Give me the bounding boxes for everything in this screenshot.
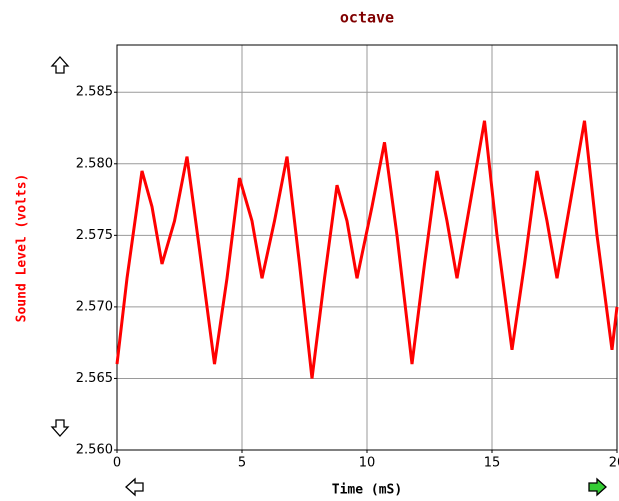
y-tick-label: 2.560 [76, 443, 113, 458]
y-tick-label: 2.570 [76, 299, 113, 314]
scroll-left-arrow[interactable] [125, 477, 144, 497]
x-tick-label: 10 [359, 456, 376, 471]
y-tick-label: 2.565 [76, 371, 113, 386]
x-tick-label: 15 [484, 456, 501, 471]
x-axis-label: Time (mS) [332, 483, 402, 498]
y-tick-label: 2.585 [76, 85, 113, 100]
y-axis-label: Sound Level (volts) [15, 174, 30, 323]
scroll-up-arrow[interactable] [50, 56, 70, 74]
plot-frame [116, 44, 618, 451]
x-tick-label: 5 [238, 456, 246, 471]
x-tick-label: 0 [113, 456, 121, 471]
scroll-down-arrow[interactable] [50, 419, 70, 437]
y-tick-label: 2.580 [76, 156, 113, 171]
scroll-right-arrow[interactable] [588, 477, 607, 497]
chart-title: octave [340, 9, 394, 27]
y-tick-label: 2.575 [76, 228, 113, 243]
x-tick-label: 20 [609, 456, 619, 471]
data-line [115, 120, 619, 379]
